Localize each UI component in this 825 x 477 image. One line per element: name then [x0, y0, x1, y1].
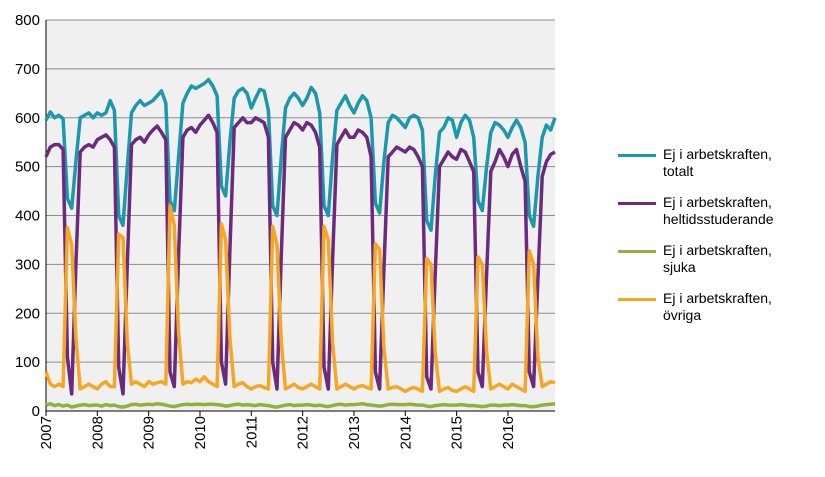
series-line	[44, 77, 557, 232]
legend-swatch	[618, 298, 656, 301]
legend-swatch	[618, 154, 656, 157]
series-line	[45, 401, 556, 409]
y-tick-label: 500	[15, 159, 40, 176]
x-tick-label: 2012	[295, 416, 312, 449]
legend-label: Ej i arbetskraften, övriga	[663, 290, 772, 323]
series-line	[44, 113, 556, 396]
x-tick-label: 2009	[141, 416, 158, 449]
y-tick-label: 0	[32, 403, 40, 420]
legend-item: Ej i arbetskraften, övriga	[618, 290, 798, 324]
x-tick-label: 2013	[346, 416, 363, 449]
legend-swatch	[618, 202, 656, 205]
x-tick-label: 2014	[397, 416, 414, 449]
x-tick-label: 2011	[243, 416, 260, 448]
x-tick-label: 2016	[500, 416, 517, 449]
y-tick-label: 300	[15, 256, 40, 273]
x-tick-label: 2015	[449, 416, 466, 449]
y-tick-label: 700	[15, 61, 40, 78]
legend-swatch	[618, 250, 656, 253]
x-tick-label: 2007	[38, 416, 55, 449]
y-tick-label: 200	[15, 305, 40, 322]
series-line	[44, 203, 556, 394]
legend-item: Ej i arbetskraften, heltidsstuderande	[618, 194, 798, 228]
y-tick-label: 800	[15, 12, 40, 29]
y-tick-label: 100	[15, 354, 40, 371]
legend-item: Ej i arbetskraften, totalt	[618, 146, 798, 180]
legend-label: Ej i arbetskraften, totalt	[663, 146, 772, 179]
legend: Ej i arbetskraften, totalt Ej i arbetskra…	[618, 146, 798, 338]
legend-label: Ej i arbetskraften, sjuka	[663, 242, 772, 275]
y-tick-label: 400	[15, 208, 40, 225]
legend-label: Ej i arbetskraften, heltidsstuderande	[663, 194, 774, 227]
x-tick-label: 2008	[89, 416, 106, 449]
x-tick-label: 2010	[192, 416, 209, 449]
legend-item: Ej i arbetskraften, sjuka	[618, 242, 798, 276]
y-tick-label: 600	[15, 110, 40, 127]
